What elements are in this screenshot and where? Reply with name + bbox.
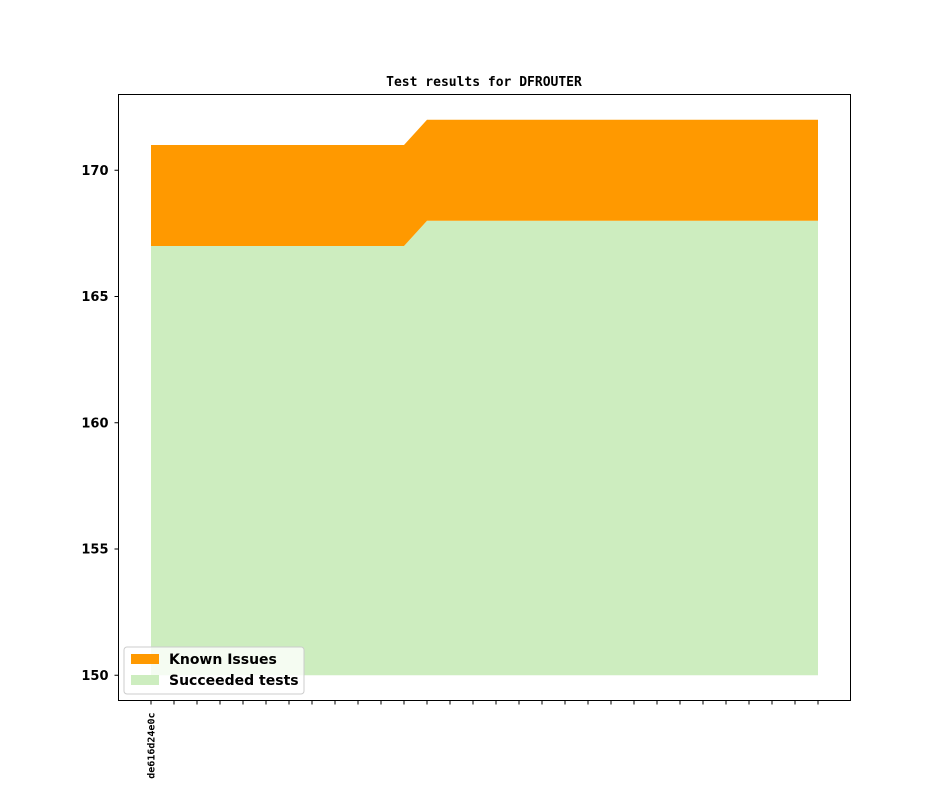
y-tick-label-170: 170: [81, 164, 108, 179]
legend-label-succeeded-tests: Succeeded tests: [169, 673, 299, 689]
x-axis: de616d24e0c: [147, 700, 819, 779]
chart-title: Test results for DFROUTER: [386, 75, 582, 90]
legend-label-known-issues: Known Issues: [169, 652, 277, 668]
legend: Known Issues Succeeded tests: [123, 646, 305, 695]
y-tick-label-160: 160: [81, 416, 108, 431]
legend-swatch-known-issues: [131, 654, 159, 664]
legend-swatch-succeeded-tests: [131, 675, 159, 685]
y-tick-label-155: 155: [81, 543, 108, 558]
plot-frame: [118, 94, 851, 701]
x-tick-label-0: de616d24e0c: [147, 713, 158, 779]
area-layer: [151, 119, 818, 676]
y-tick-label-150: 150: [81, 669, 108, 684]
legend-box: [123, 646, 305, 695]
area-known-issues: [151, 119, 818, 246]
y-axis: 150 155 160 165 170: [81, 164, 119, 684]
y-tick-label-165: 165: [81, 290, 108, 305]
area-succeeded-tests: [151, 220, 818, 676]
